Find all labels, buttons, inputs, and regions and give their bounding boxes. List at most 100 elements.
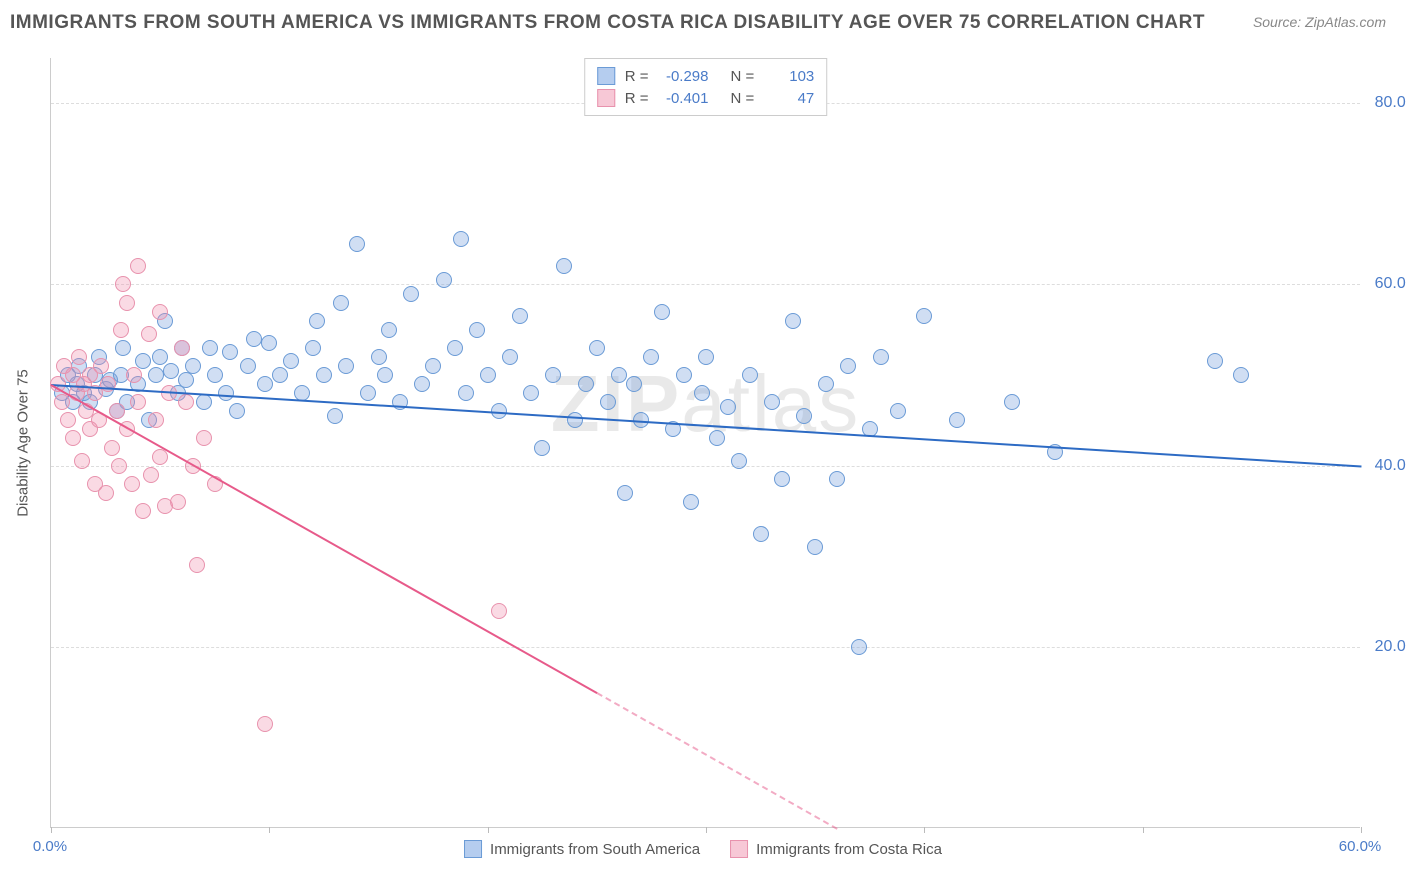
scatter-marker: [469, 322, 485, 338]
scatter-marker: [458, 385, 474, 401]
scatter-marker: [381, 322, 397, 338]
scatter-marker: [104, 440, 120, 456]
scatter-marker: [1004, 394, 1020, 410]
scatter-marker: [305, 340, 321, 356]
scatter-marker: [360, 385, 376, 401]
legend-item: Immigrants from Costa Rica: [730, 840, 942, 858]
scatter-marker: [135, 503, 151, 519]
scatter-marker: [643, 349, 659, 365]
legend-swatch: [730, 840, 748, 858]
x-tick: [51, 827, 52, 833]
scatter-marker: [774, 471, 790, 487]
trend-line: [596, 692, 837, 830]
x-tick-label: 0.0%: [33, 838, 67, 855]
stats-r-label: R =: [625, 90, 649, 107]
scatter-marker: [257, 376, 273, 392]
scatter-marker: [185, 358, 201, 374]
scatter-marker: [246, 331, 262, 347]
plot-area: Disability Age Over 75 ZIPatlas 20.0%40.…: [50, 58, 1360, 828]
x-tick: [706, 827, 707, 833]
scatter-marker: [829, 471, 845, 487]
gridline-h: [51, 647, 1360, 648]
scatter-marker: [327, 408, 343, 424]
chart-source: Source: ZipAtlas.com: [1253, 14, 1386, 30]
scatter-marker: [807, 539, 823, 555]
scatter-marker: [414, 376, 430, 392]
scatter-marker: [720, 399, 736, 415]
scatter-marker: [873, 349, 889, 365]
scatter-marker: [589, 340, 605, 356]
scatter-marker: [425, 358, 441, 374]
scatter-marker: [371, 349, 387, 365]
legend-swatch: [597, 67, 615, 85]
y-tick-label: 20.0%: [1375, 638, 1406, 656]
x-tick: [488, 827, 489, 833]
scatter-marker: [377, 367, 393, 383]
scatter-marker: [818, 376, 834, 392]
scatter-marker: [480, 367, 496, 383]
scatter-marker: [683, 494, 699, 510]
scatter-marker: [333, 295, 349, 311]
scatter-marker: [189, 557, 205, 573]
scatter-marker: [65, 430, 81, 446]
scatter-marker: [130, 394, 146, 410]
watermark: ZIPatlas: [551, 358, 860, 450]
scatter-marker: [338, 358, 354, 374]
scatter-marker: [698, 349, 714, 365]
scatter-marker: [611, 367, 627, 383]
stats-r-label: R =: [625, 68, 649, 85]
source-label: Source:: [1253, 14, 1301, 30]
scatter-marker: [222, 344, 238, 360]
scatter-marker: [257, 716, 273, 732]
scatter-marker: [694, 385, 710, 401]
scatter-marker: [119, 295, 135, 311]
scatter-marker: [545, 367, 561, 383]
scatter-marker: [115, 340, 131, 356]
scatter-marker: [949, 412, 965, 428]
scatter-marker: [54, 394, 70, 410]
stats-box: R =-0.298N =103R =-0.401N =47: [584, 58, 828, 116]
scatter-marker: [491, 603, 507, 619]
scatter-marker: [796, 408, 812, 424]
y-axis-label: Disability Age Over 75: [15, 369, 32, 517]
scatter-marker: [229, 403, 245, 419]
legend-label: Immigrants from Costa Rica: [756, 841, 942, 858]
scatter-marker: [115, 276, 131, 292]
scatter-marker: [1233, 367, 1249, 383]
scatter-marker: [261, 335, 277, 351]
scatter-marker: [436, 272, 452, 288]
stats-n-label: N =: [731, 68, 755, 85]
bottom-legend: Immigrants from South AmericaImmigrants …: [464, 840, 942, 858]
scatter-marker: [731, 453, 747, 469]
scatter-marker: [654, 304, 670, 320]
scatter-marker: [143, 467, 159, 483]
scatter-marker: [174, 340, 190, 356]
scatter-marker: [764, 394, 780, 410]
scatter-marker: [196, 394, 212, 410]
scatter-marker: [785, 313, 801, 329]
stats-row: R =-0.298N =103: [597, 65, 815, 87]
legend-swatch: [597, 89, 615, 107]
scatter-marker: [141, 326, 157, 342]
scatter-marker: [163, 363, 179, 379]
scatter-marker: [502, 349, 518, 365]
stats-n-label: N =: [731, 90, 755, 107]
gridline-h: [51, 284, 1360, 285]
scatter-marker: [111, 458, 127, 474]
scatter-marker: [202, 340, 218, 356]
scatter-marker: [196, 430, 212, 446]
scatter-marker: [218, 385, 234, 401]
scatter-marker: [840, 358, 856, 374]
scatter-marker: [534, 440, 550, 456]
scatter-marker: [60, 412, 76, 428]
scatter-marker: [617, 485, 633, 501]
stats-r-value: -0.401: [659, 90, 709, 107]
stats-n-value: 47: [764, 90, 814, 107]
scatter-marker: [283, 353, 299, 369]
scatter-marker: [523, 385, 539, 401]
x-tick: [1143, 827, 1144, 833]
scatter-marker: [74, 453, 90, 469]
source-value: ZipAtlas.com: [1305, 14, 1386, 30]
scatter-marker: [349, 236, 365, 252]
x-tick: [924, 827, 925, 833]
